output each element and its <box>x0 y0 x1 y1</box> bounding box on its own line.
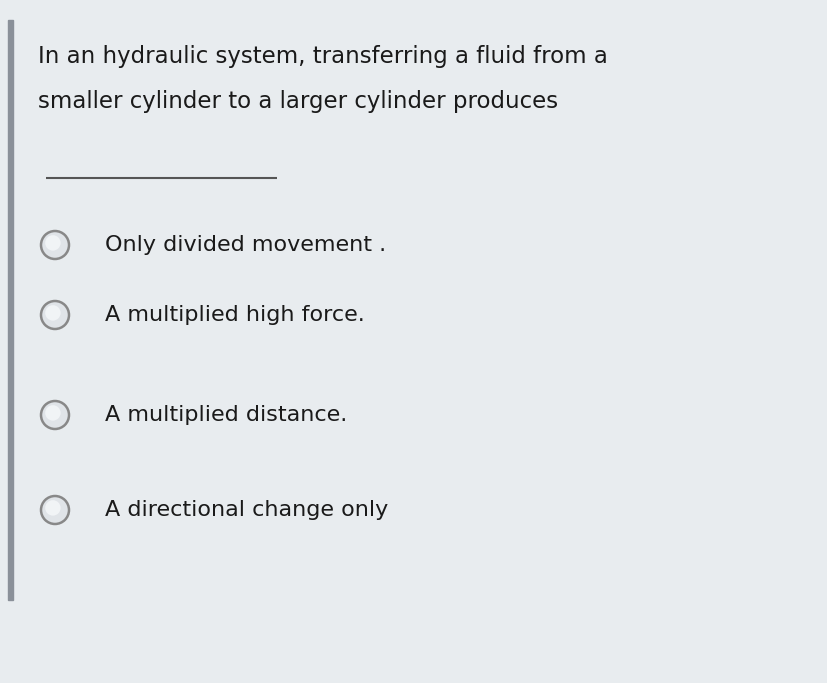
Circle shape <box>45 405 60 421</box>
Text: A multiplied distance.: A multiplied distance. <box>105 405 347 425</box>
Circle shape <box>45 500 60 516</box>
Circle shape <box>41 496 69 524</box>
Circle shape <box>41 231 69 259</box>
Circle shape <box>41 301 69 329</box>
Text: A multiplied high force.: A multiplied high force. <box>105 305 365 325</box>
Circle shape <box>41 401 69 429</box>
Circle shape <box>45 235 60 251</box>
Text: smaller cylinder to a larger cylinder produces: smaller cylinder to a larger cylinder pr… <box>38 90 557 113</box>
Circle shape <box>45 305 60 320</box>
Bar <box>8 20 13 600</box>
Text: A directional change only: A directional change only <box>105 500 388 520</box>
Text: Only divided movement .: Only divided movement . <box>105 235 385 255</box>
Text: In an hydraulic system, transferring a fluid from a: In an hydraulic system, transferring a f… <box>38 45 607 68</box>
